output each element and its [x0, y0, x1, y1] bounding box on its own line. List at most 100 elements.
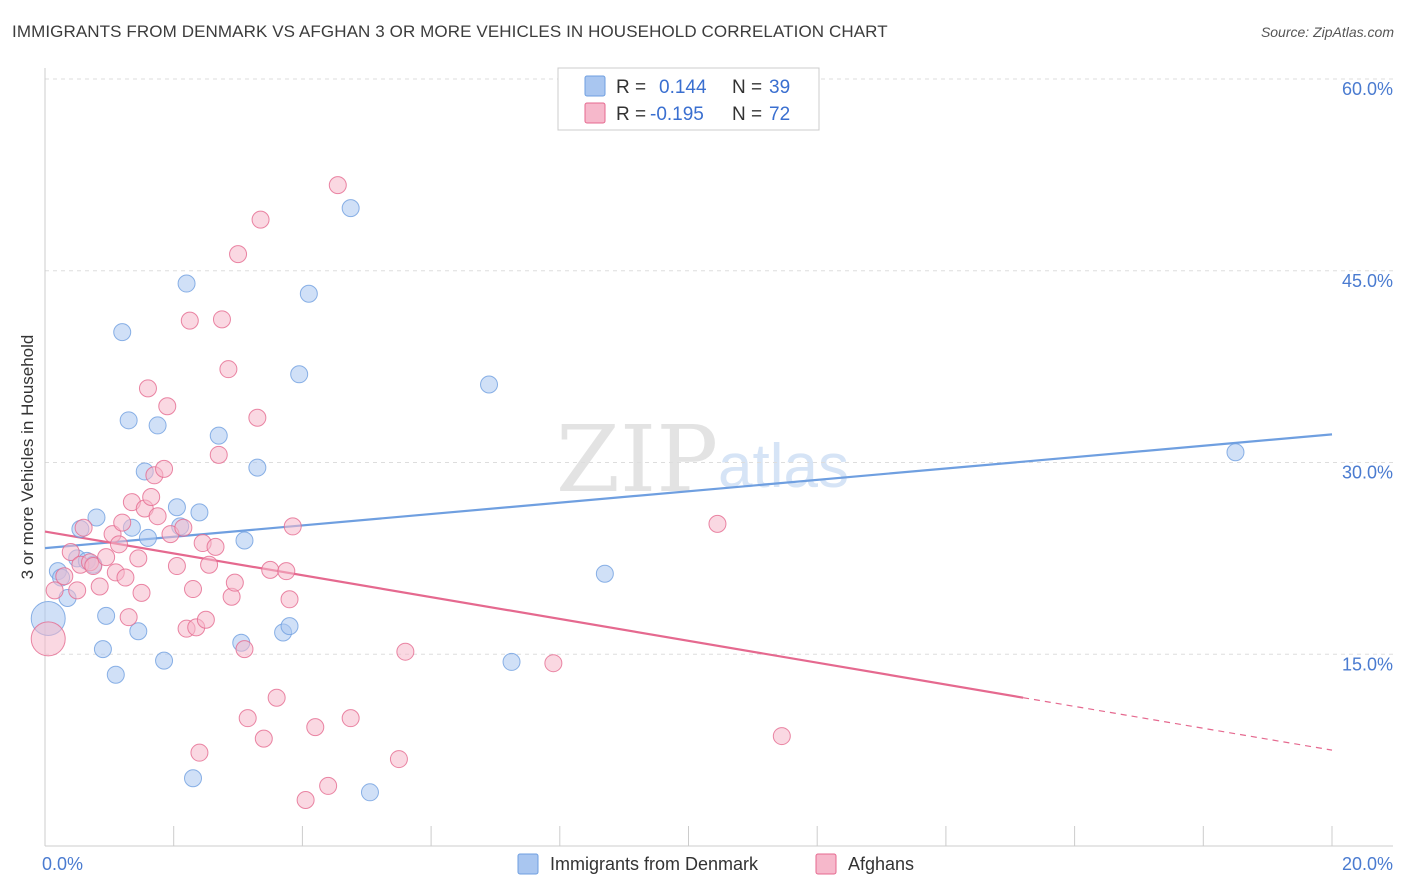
point-immigrants-from-denmark — [148, 416, 167, 435]
point-afghans — [772, 727, 791, 746]
legend-n-label-afghans: N = — [732, 104, 762, 125]
watermark-zip: ZIP — [556, 406, 718, 513]
point-immigrants-from-denmark — [360, 783, 379, 802]
point-afghans — [148, 507, 167, 526]
point-afghans — [251, 210, 270, 229]
point-afghans — [110, 535, 129, 554]
point-afghans — [206, 537, 225, 556]
trendline-immigrants-from-denmark — [44, 433, 1333, 550]
point-afghans — [225, 573, 244, 592]
trendline-extension — [1023, 697, 1333, 751]
bottom-legend-swatch-afghans — [815, 853, 837, 875]
point-afghans — [544, 654, 563, 673]
point-afghans — [235, 640, 254, 659]
point-immigrants-from-denmark — [167, 498, 186, 517]
legend-n-value-denmark: 39 — [769, 77, 790, 98]
y-tick-labels: 15.0% 30.0% 45.0% 60.0% — [1342, 79, 1393, 674]
point-immigrants-from-denmark — [119, 411, 138, 430]
legend: R = 0.144 N = 39 R = -0.195 N = 72 — [557, 67, 820, 131]
y-tick-label: 30.0% — [1342, 463, 1393, 483]
point-afghans — [61, 542, 80, 561]
point-immigrants-from-denmark — [113, 323, 132, 342]
point-immigrants-from-denmark — [248, 458, 267, 477]
point-afghans — [167, 557, 186, 576]
point-afghans — [74, 518, 93, 537]
point-immigrants-from-denmark — [209, 426, 228, 445]
point-immigrants-from-denmark — [155, 651, 174, 670]
point-afghans — [267, 688, 286, 707]
point-afghans — [30, 621, 66, 657]
point-afghans — [254, 729, 273, 748]
point-afghans — [328, 176, 347, 195]
chart-title: IMMIGRANTS FROM DENMARK VS AFGHAN 3 OR M… — [12, 22, 888, 41]
legend-swatch-denmark — [584, 75, 606, 97]
point-immigrants-from-denmark — [184, 769, 203, 788]
point-afghans — [45, 581, 64, 600]
point-immigrants-from-denmark — [177, 274, 196, 293]
point-immigrants-from-denmark — [235, 531, 254, 550]
point-afghans — [84, 557, 103, 576]
point-immigrants-from-denmark — [502, 652, 521, 671]
watermark-atlas: atlas — [718, 432, 849, 501]
point-immigrants-from-denmark — [106, 665, 125, 684]
point-afghans — [200, 555, 219, 574]
point-immigrants-from-denmark — [595, 564, 614, 583]
trendline-afghans — [44, 530, 1024, 699]
point-afghans — [190, 743, 209, 762]
y-tick-label: 60.0% — [1342, 79, 1393, 99]
point-afghans — [306, 718, 325, 737]
point-afghans — [113, 513, 132, 532]
point-afghans — [158, 397, 177, 416]
point-afghans — [396, 642, 415, 661]
point-afghans — [119, 608, 138, 627]
x-tick-label-max: 20.0% — [1342, 854, 1393, 874]
legend-swatch-afghans — [584, 102, 606, 124]
bottom-legend-swatch-denmark — [517, 853, 539, 875]
bottom-legend-label-afghans: Afghans — [848, 854, 914, 874]
point-immigrants-from-denmark — [87, 508, 106, 527]
legend-r-label-denmark: R = — [616, 77, 646, 98]
point-afghans — [155, 459, 174, 478]
point-immigrants-from-denmark — [480, 375, 499, 394]
point-afghans — [341, 709, 360, 728]
point-afghans — [229, 245, 248, 264]
point-immigrants-from-denmark — [97, 606, 116, 625]
point-afghans — [261, 560, 280, 579]
point-afghans — [296, 790, 315, 809]
point-afghans — [209, 445, 228, 464]
point-afghans — [708, 514, 727, 533]
point-afghans — [277, 562, 296, 581]
source-label: Source: ZipAtlas.com — [1260, 24, 1394, 40]
point-immigrants-from-denmark — [341, 199, 360, 218]
bottom-legend: Immigrants from Denmark Afghans — [517, 853, 914, 875]
y-axis-title: 3 or more Vehicles in Household — [18, 335, 37, 580]
point-afghans — [219, 360, 238, 379]
point-afghans — [55, 567, 74, 586]
legend-r-label-afghans: R = — [616, 104, 646, 125]
point-afghans — [90, 577, 109, 596]
point-afghans — [196, 610, 215, 629]
point-afghans — [116, 568, 135, 587]
point-afghans — [248, 408, 267, 427]
legend-r-value-afghans: -0.195 — [650, 104, 704, 125]
gridlines — [45, 78, 1393, 655]
point-immigrants-from-denmark — [190, 503, 209, 522]
point-afghans — [129, 549, 148, 568]
x-tick-label-min: 0.0% — [42, 854, 83, 874]
point-immigrants-from-denmark — [299, 284, 318, 303]
point-afghans — [238, 709, 257, 728]
point-afghans — [180, 311, 199, 330]
point-afghans — [212, 310, 231, 329]
point-afghans — [389, 750, 408, 769]
point-afghans — [142, 488, 161, 507]
data-points — [30, 176, 1245, 809]
point-afghans — [138, 379, 157, 398]
y-tick-label: 45.0% — [1342, 271, 1393, 291]
point-afghans — [184, 580, 203, 599]
legend-r-value-denmark: 0.144 — [659, 77, 707, 98]
point-immigrants-from-denmark — [138, 528, 157, 547]
point-afghans — [280, 590, 299, 609]
bottom-legend-label-denmark: Immigrants from Denmark — [550, 854, 759, 874]
point-immigrants-from-denmark — [290, 365, 309, 384]
